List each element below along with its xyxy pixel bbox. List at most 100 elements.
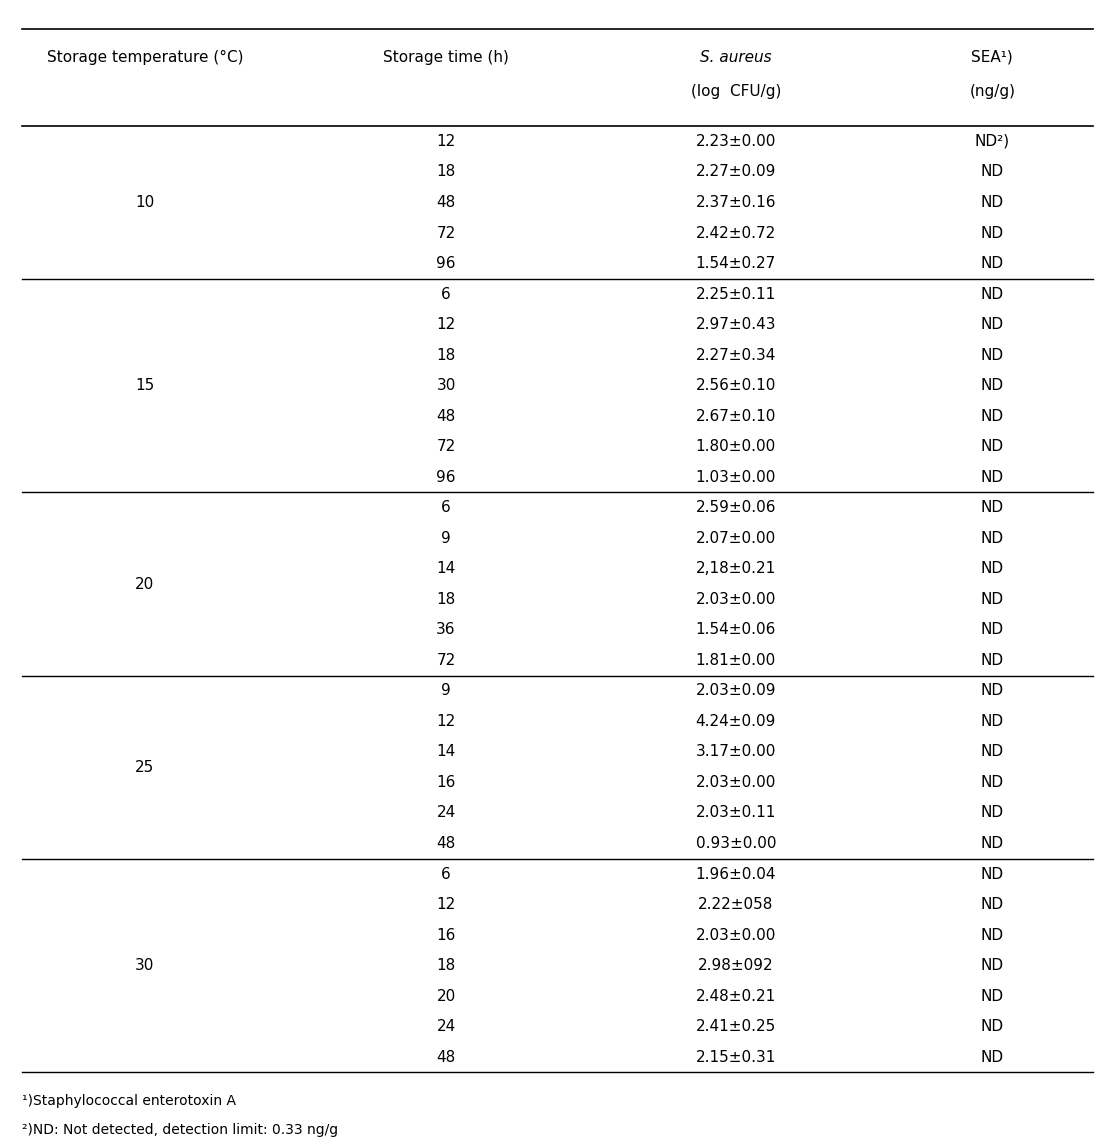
Text: 72: 72	[436, 653, 456, 668]
Text: 24: 24	[436, 1020, 456, 1035]
Text: ND: ND	[981, 379, 1004, 393]
Text: ND²): ND²)	[975, 134, 1010, 149]
Text: 96: 96	[436, 256, 456, 271]
Text: 2.97±0.43: 2.97±0.43	[696, 317, 776, 333]
Text: ND: ND	[981, 287, 1004, 302]
Text: 1.54±0.27: 1.54±0.27	[696, 256, 776, 271]
Text: 2.22±058: 2.22±058	[698, 897, 774, 912]
Text: 15: 15	[135, 379, 155, 393]
Text: ND: ND	[981, 928, 1004, 943]
Text: 72: 72	[436, 226, 456, 241]
Text: ND: ND	[981, 195, 1004, 210]
Text: 2.27±0.34: 2.27±0.34	[696, 348, 776, 362]
Text: 2.98±092: 2.98±092	[698, 958, 774, 973]
Text: ND: ND	[981, 317, 1004, 333]
Text: 2.67±0.10: 2.67±0.10	[696, 408, 776, 423]
Text: 2.03±0.00: 2.03±0.00	[696, 928, 776, 943]
Text: (log  CFU/g): (log CFU/g)	[690, 84, 782, 100]
Text: ND: ND	[981, 653, 1004, 668]
Text: 2.25±0.11: 2.25±0.11	[696, 287, 776, 302]
Text: 2.03±0.09: 2.03±0.09	[696, 684, 776, 699]
Text: 2.23±0.00: 2.23±0.00	[696, 134, 776, 149]
Text: 2.56±0.10: 2.56±0.10	[696, 379, 776, 393]
Text: ND: ND	[981, 989, 1004, 1004]
Text: 1.54±0.06: 1.54±0.06	[696, 623, 776, 638]
Text: ND: ND	[981, 836, 1004, 851]
Text: 18: 18	[436, 958, 456, 973]
Text: 3.17±0.00: 3.17±0.00	[696, 744, 776, 759]
Text: ND: ND	[981, 348, 1004, 362]
Text: 2.59±0.06: 2.59±0.06	[696, 500, 776, 515]
Text: 20: 20	[135, 577, 155, 592]
Text: S. aureus: S. aureus	[700, 49, 772, 65]
Text: 25: 25	[135, 759, 155, 774]
Text: Storage time (h): Storage time (h)	[384, 49, 508, 65]
Text: 2.03±0.00: 2.03±0.00	[696, 775, 776, 790]
Text: SEA¹): SEA¹)	[971, 49, 1014, 65]
Text: 72: 72	[436, 439, 456, 454]
Text: 2.27±0.09: 2.27±0.09	[696, 164, 776, 179]
Text: 24: 24	[436, 805, 456, 820]
Text: 48: 48	[436, 408, 456, 423]
Text: 1.80±0.00: 1.80±0.00	[696, 439, 776, 454]
Text: ND: ND	[981, 226, 1004, 241]
Text: 16: 16	[436, 775, 456, 790]
Text: 36: 36	[436, 623, 456, 638]
Text: ND: ND	[981, 866, 1004, 882]
Text: 1.81±0.00: 1.81±0.00	[696, 653, 776, 668]
Text: ND: ND	[981, 623, 1004, 638]
Text: ND: ND	[981, 775, 1004, 790]
Text: 14: 14	[436, 744, 456, 759]
Text: Storage temperature (°C): Storage temperature (°C)	[47, 49, 243, 65]
Text: ND: ND	[981, 561, 1004, 576]
Text: 20: 20	[436, 989, 456, 1004]
Text: 12: 12	[436, 317, 456, 333]
Text: 2.03±0.11: 2.03±0.11	[696, 805, 776, 820]
Text: 2.48±0.21: 2.48±0.21	[696, 989, 776, 1004]
Text: 0.93±0.00: 0.93±0.00	[696, 836, 776, 851]
Text: 12: 12	[436, 134, 456, 149]
Text: 6: 6	[442, 500, 450, 515]
Text: ND: ND	[981, 744, 1004, 759]
Text: 18: 18	[436, 164, 456, 179]
Text: 10: 10	[135, 195, 155, 210]
Text: ND: ND	[981, 684, 1004, 699]
Text: 48: 48	[436, 836, 456, 851]
Text: 2.15±0.31: 2.15±0.31	[696, 1050, 776, 1064]
Text: 9: 9	[442, 531, 450, 546]
Text: ND: ND	[981, 531, 1004, 546]
Text: ND: ND	[981, 1050, 1004, 1064]
Text: 18: 18	[436, 348, 456, 362]
Text: 2.07±0.00: 2.07±0.00	[696, 531, 776, 546]
Text: ND: ND	[981, 408, 1004, 423]
Text: ND: ND	[981, 897, 1004, 912]
Text: 48: 48	[436, 1050, 456, 1064]
Text: 2.03±0.00: 2.03±0.00	[696, 592, 776, 607]
Text: 30: 30	[135, 958, 155, 973]
Text: ND: ND	[981, 805, 1004, 820]
Text: 96: 96	[436, 470, 456, 485]
Text: 48: 48	[436, 195, 456, 210]
Text: ND: ND	[981, 500, 1004, 515]
Text: 2.37±0.16: 2.37±0.16	[696, 195, 776, 210]
Text: 1.96±0.04: 1.96±0.04	[696, 866, 776, 882]
Text: ²)ND: Not detected, detection limit: 0.33 ng/g: ²)ND: Not detected, detection limit: 0.3…	[22, 1123, 339, 1137]
Text: 1.03±0.00: 1.03±0.00	[696, 470, 776, 485]
Text: ND: ND	[981, 164, 1004, 179]
Text: 18: 18	[436, 592, 456, 607]
Text: 6: 6	[442, 866, 450, 882]
Text: 2,18±0.21: 2,18±0.21	[696, 561, 776, 576]
Text: 16: 16	[436, 928, 456, 943]
Text: ¹)Staphylococcal enterotoxin A: ¹)Staphylococcal enterotoxin A	[22, 1094, 236, 1108]
Text: 6: 6	[442, 287, 450, 302]
Text: ND: ND	[981, 1020, 1004, 1035]
Text: ND: ND	[981, 713, 1004, 728]
Text: ND: ND	[981, 958, 1004, 973]
Text: ND: ND	[981, 256, 1004, 271]
Text: 14: 14	[436, 561, 456, 576]
Text: 9: 9	[442, 684, 450, 699]
Text: ND: ND	[981, 439, 1004, 454]
Text: (ng/g): (ng/g)	[969, 84, 1016, 100]
Text: ND: ND	[981, 592, 1004, 607]
Text: 30: 30	[436, 379, 456, 393]
